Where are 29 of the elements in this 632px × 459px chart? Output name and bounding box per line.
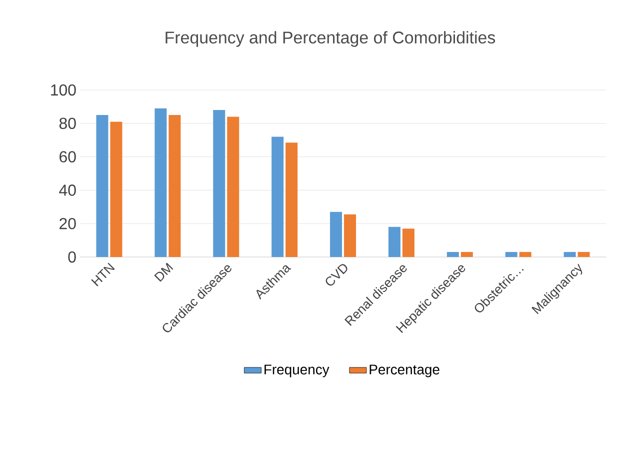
legend-label: Frequency xyxy=(264,364,330,378)
bar xyxy=(227,116,240,257)
x-tick-label: CVD xyxy=(326,264,348,286)
bar xyxy=(96,115,108,257)
bar xyxy=(564,252,576,257)
bar xyxy=(213,110,226,257)
x-tick-label: DM xyxy=(154,262,174,282)
bar xyxy=(154,108,167,257)
bar xyxy=(505,252,518,257)
bar xyxy=(388,226,400,257)
bar xyxy=(446,252,459,257)
bar xyxy=(344,214,356,257)
y-tick-label: 20 xyxy=(60,218,76,230)
y-tick-label: 0 xyxy=(68,251,76,263)
y-tick-label: 40 xyxy=(59,184,76,196)
bar xyxy=(460,252,473,257)
legend-label: Percentage xyxy=(370,364,440,378)
bar xyxy=(578,252,590,257)
y-tick-label: 60 xyxy=(60,151,76,162)
chart-title: Frequency and Percentage of Comorbidities xyxy=(166,31,496,47)
bar xyxy=(330,212,342,257)
y-tick-label: 80 xyxy=(59,118,76,130)
bar xyxy=(110,122,122,257)
bar xyxy=(519,252,532,257)
bar xyxy=(286,142,298,257)
bar xyxy=(402,228,414,257)
bar xyxy=(272,136,284,257)
bar xyxy=(168,115,181,257)
y-tick-label: 100 xyxy=(51,84,76,96)
